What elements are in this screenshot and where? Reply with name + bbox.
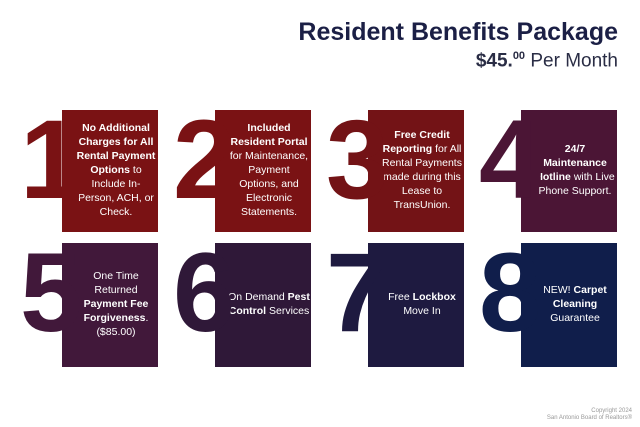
benefit-tile: Included Resident Portal for Maintenance… (215, 110, 311, 232)
tile-text: Free Credit Reporting for All Rental Pay… (381, 129, 463, 212)
tile-number: 7 (326, 230, 389, 355)
bold-text: Pest Control (228, 291, 310, 317)
benefit-tile: Free Lockbox Move In (368, 243, 464, 367)
text: to Include In-Person, ACH, or Check. (78, 164, 154, 218)
tile-number: 1 (20, 97, 83, 222)
tile-text: NEW! Carpet Cleaning Guarantee (534, 284, 616, 326)
tile-text: Included Resident Portal for Maintenance… (228, 122, 310, 219)
tile-number: 4 (479, 97, 542, 222)
bold-text: No Additional Charges for All Rental Pay… (76, 122, 156, 177)
benefit-tile: NEW! Carpet Cleaning Guarantee (521, 243, 617, 367)
text: . ($85.00) (96, 311, 149, 338)
benefit-tile: On Demand Pest Control Services (215, 243, 311, 367)
text: One Time Returned (93, 270, 139, 297)
text: NEW! (543, 284, 574, 297)
tile-text: One Time Returned Payment Fee Forgivenes… (75, 270, 157, 339)
benefit-tile: 24/7 Maintenance Hotline with Live Phone… (521, 110, 617, 232)
benefit-tile: No Additional Charges for All Rental Pay… (62, 110, 158, 232)
price-cents: 00 (512, 50, 526, 62)
copyright-owner: San Antonio Board of Realtors® (546, 414, 632, 421)
benefit-tile: One Time Returned Payment Fee Forgivenes… (62, 243, 158, 367)
tile-number: 5 (20, 230, 83, 355)
bold-text: Lockbox (412, 291, 456, 304)
copyright: Copyright 2024 San Antonio Board of Realt… (547, 408, 632, 422)
text: with Live Phone Support. (538, 171, 615, 197)
price-suffix: Per Month (530, 50, 618, 72)
copyright-line: Copyright 2024 (591, 407, 632, 414)
tile-number: 2 (173, 97, 236, 222)
text: for All Rental Payments made during this… (382, 143, 462, 211)
bold-text: Included Resident Portal (230, 122, 308, 149)
bold-text: Free Credit Reporting (382, 129, 450, 156)
tile-number: 6 (173, 230, 236, 355)
tile-text: On Demand Pest Control Services (228, 291, 310, 319)
text: Move In (403, 305, 441, 317)
price-main: $45. (475, 50, 513, 72)
tile-text: No Additional Charges for All Rental Pay… (75, 122, 157, 219)
text: Guarantee (550, 311, 600, 324)
tile-text: 24/7 Maintenance Hotline with Live Phone… (534, 143, 616, 198)
text: On Demand (228, 291, 288, 304)
bold-text: Payment Fee Forgiveness (83, 298, 149, 324)
text: for Maintenance, Payment Options, and El… (229, 150, 309, 218)
title: Resident Benefits Package (298, 18, 618, 46)
benefit-tile: Free Credit Reporting for All Rental Pay… (368, 110, 464, 232)
tile-number: 3 (326, 97, 389, 222)
price: $45.00 Per Month (476, 50, 618, 72)
tile-text: Free Lockbox Move In (381, 291, 463, 319)
tile-number: 8 (479, 230, 542, 355)
text: Services (266, 305, 310, 317)
text: Free (388, 291, 413, 304)
bold-text: Carpet Cleaning (552, 284, 607, 311)
bold-text: 24/7 Maintenance Hotline (535, 143, 607, 183)
